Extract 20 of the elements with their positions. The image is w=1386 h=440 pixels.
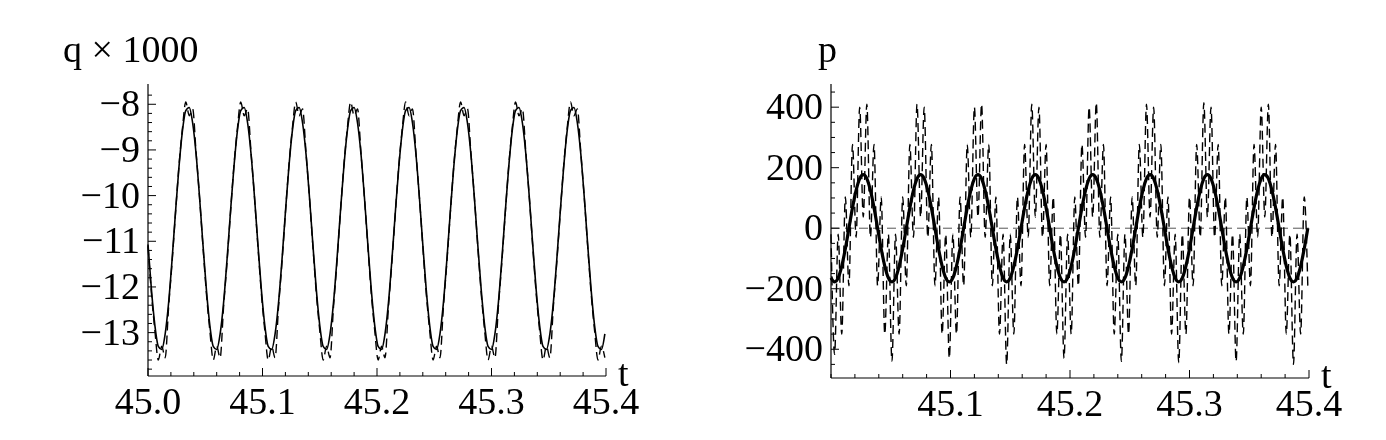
y-tick-label: 0 [804,206,823,249]
y-axis-title: q × 1000 [63,28,199,70]
y-tick-label: −10 [80,173,140,216]
y-tick-label: −8 [99,82,140,125]
y-tick-label: −13 [80,310,140,353]
y-tick-label: −9 [99,127,140,170]
y-tick-label: −400 [744,327,823,370]
x-tick-label: 45.3 [1156,382,1223,424]
y-tick-label: −11 [81,219,140,262]
y-tick-label: −200 [744,266,823,309]
x-tick-label: 45.2 [1036,382,1104,424]
y-tick-label: 400 [766,85,823,128]
y-tick-label: −12 [80,264,140,307]
y-tick-label: 200 [766,145,823,188]
x-tick-label: 45.1 [229,380,296,422]
x-tick-label: 45.3 [458,380,525,422]
x-tick-label: 45.2 [343,380,411,422]
y-axis-title: p [818,28,837,70]
x-tick-label: 45.1 [917,382,984,424]
x-tick-label: 45.0 [114,380,182,422]
